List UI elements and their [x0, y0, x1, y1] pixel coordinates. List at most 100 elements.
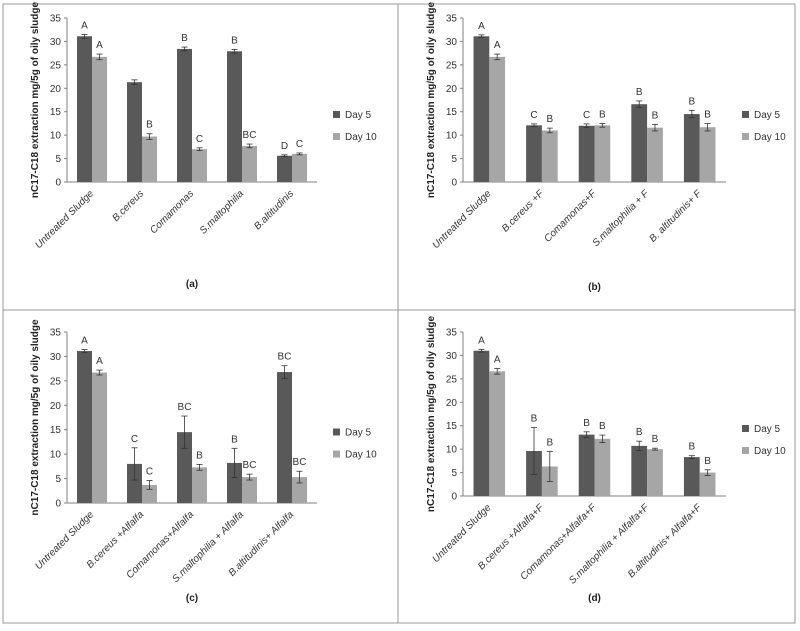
y-axis-label: nC17-C18 extraction mg/5g of oily sludge	[30, 1, 41, 198]
significance-label: C	[196, 134, 203, 145]
bar-day5	[473, 36, 490, 182]
bar-day10	[594, 438, 611, 496]
legend-swatch-day5	[742, 425, 749, 432]
bar-day5	[77, 36, 92, 182]
legend-swatch-day10	[742, 133, 749, 140]
significance-label: B	[688, 442, 695, 453]
significance-label: BC	[243, 460, 257, 471]
bar-day10	[92, 56, 107, 182]
y-tick-label: 35	[50, 14, 62, 25]
bar-day5	[177, 432, 192, 503]
x-category-label: B.cereus	[110, 188, 146, 224]
significance-label: B	[546, 437, 553, 448]
significance-label: B	[704, 109, 711, 120]
y-axis-label: nC17-C18 extraction mg/5g of oily sludge	[426, 1, 437, 198]
bar-day5	[683, 114, 700, 182]
y-tick-label: 5	[451, 154, 457, 165]
bar-day10	[142, 136, 157, 182]
y-tick-label: 10	[50, 450, 62, 461]
y-tick-label: 20	[446, 84, 458, 95]
bar-day10	[541, 130, 558, 182]
y-tick-label: 30	[50, 37, 62, 48]
bar-day10	[292, 153, 307, 182]
y-tick-label: 25	[50, 376, 62, 387]
bar-day10	[489, 371, 506, 496]
significance-label: B	[636, 427, 643, 438]
bar-day5	[177, 48, 192, 182]
x-category-label: Untreated Sludge	[431, 188, 494, 251]
panel-frame	[2, 309, 399, 624]
bar-day5	[227, 462, 242, 503]
legend-label-day5: Day 5	[754, 424, 781, 435]
significance-label: C	[583, 110, 590, 121]
panel-label: (a)	[186, 279, 198, 290]
bar-day10	[192, 149, 207, 182]
significance-label: B	[196, 450, 203, 461]
bar-day5	[526, 125, 542, 182]
significance-label: B	[636, 87, 643, 98]
chart-panel-b: 0 5 10 15 20 25 30 35 nC17-C18 extraction mg/5g …	[397, 1, 796, 311]
bar-day10	[242, 477, 257, 503]
y-tick-label: 30	[446, 37, 458, 48]
bar-day5	[77, 351, 92, 503]
x-category-label: B.altitudinis	[252, 188, 296, 232]
significance-label: B	[583, 418, 590, 429]
y-tick-label: 25	[446, 60, 458, 71]
significance-label: BC	[293, 457, 307, 468]
bar-day10	[699, 472, 716, 496]
significance-label: B	[531, 414, 538, 425]
y-tick-label: 15	[50, 107, 62, 118]
significance-label: B	[546, 114, 553, 125]
significance-label: A	[494, 355, 501, 366]
x-category-label: B.cereus +F	[500, 188, 547, 235]
y-tick-label: 20	[446, 398, 458, 409]
y-tick-label: 30	[446, 351, 458, 362]
significance-label: BC	[178, 402, 192, 413]
significance-label: B	[688, 96, 695, 107]
significance-label: A	[494, 40, 501, 51]
bar-day5	[277, 155, 292, 182]
significance-label: A	[81, 20, 88, 31]
significance-label: B	[231, 35, 238, 46]
y-tick-label: 5	[451, 468, 457, 479]
panel-frame	[397, 309, 796, 624]
bar-day5	[277, 372, 292, 503]
y-tick-label: 10	[446, 131, 458, 142]
y-tick-label: 20	[50, 401, 62, 412]
significance-label: B	[652, 110, 659, 121]
y-tick-label: 25	[446, 374, 458, 385]
significance-label: B	[181, 33, 188, 44]
significance-label: A	[81, 336, 88, 347]
legend-swatch-day10	[333, 133, 340, 140]
bar-day10	[92, 372, 107, 503]
legend-label-day10: Day 10	[754, 446, 786, 457]
legend-swatch-day5	[333, 111, 340, 118]
legend-label-day10: Day 10	[345, 132, 377, 143]
y-tick-label: 5	[55, 474, 61, 485]
bar-day5	[631, 104, 648, 182]
significance-label: D	[281, 141, 288, 152]
y-tick-label: 0	[55, 178, 61, 189]
y-tick-label: 35	[446, 328, 458, 339]
bar-day5	[127, 463, 142, 503]
bar-day10	[647, 127, 663, 182]
chart-panel-a: 0 5 10 15 20 25 30 35 nC17-C18 extraction mg/5g …	[2, 1, 399, 311]
panel-label: (c)	[186, 593, 198, 604]
y-tick-label: 15	[50, 425, 62, 436]
legend-label-day10: Day 10	[345, 450, 377, 461]
legend-label-day5: Day 5	[754, 110, 781, 121]
significance-label: C	[131, 434, 138, 445]
bar-day5	[473, 350, 490, 496]
y-tick-label: 25	[50, 60, 62, 71]
bar-day10	[142, 484, 157, 503]
bar-day10	[489, 56, 506, 182]
legend-swatch-day5	[742, 111, 749, 118]
y-tick-label: 10	[446, 445, 458, 456]
significance-label: A	[478, 335, 485, 346]
y-tick-label: 10	[50, 131, 62, 142]
x-category-label: S.maltophilia + F	[591, 188, 652, 249]
legend-label-day5: Day 5	[345, 110, 372, 121]
bar-day10	[292, 477, 307, 503]
significance-label: A	[478, 21, 485, 32]
